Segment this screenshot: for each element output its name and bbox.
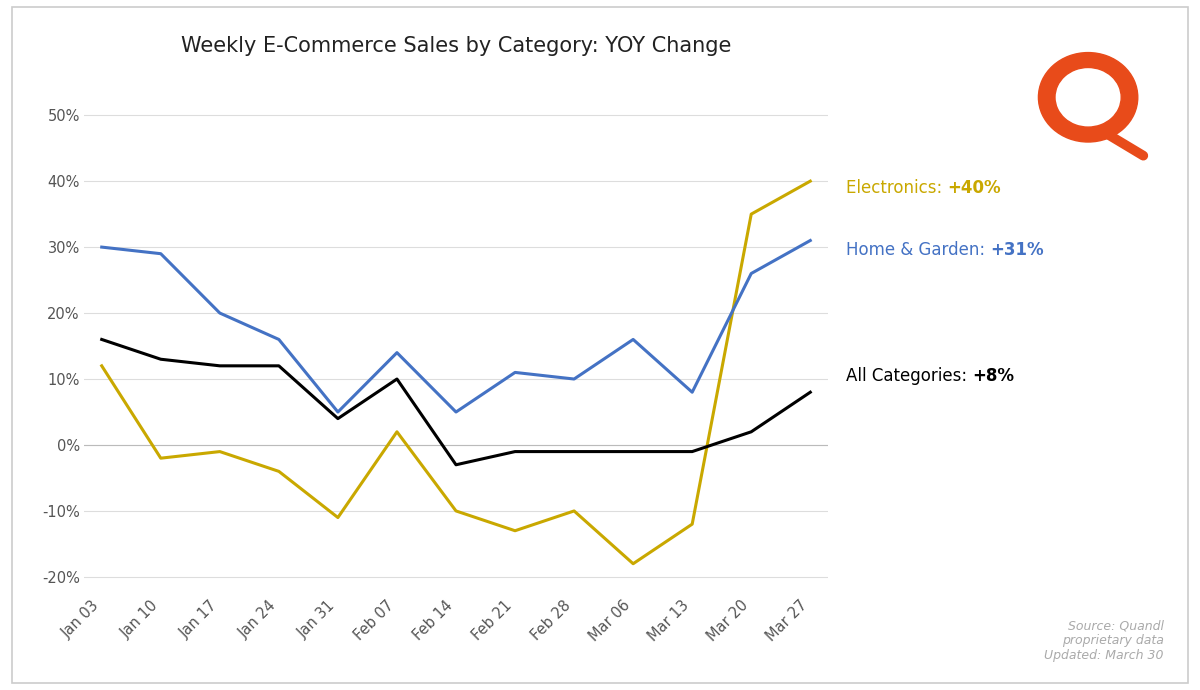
- Text: Electronics:: Electronics:: [846, 179, 948, 197]
- Text: +8%: +8%: [972, 366, 1014, 385]
- Text: Source: Quandl
proprietary data
Updated: March 30: Source: Quandl proprietary data Updated:…: [1044, 620, 1164, 662]
- Text: +40%: +40%: [948, 179, 1001, 197]
- Text: +31%: +31%: [990, 241, 1044, 259]
- Title: Weekly E-Commerce Sales by Category: YOY Change: Weekly E-Commerce Sales by Category: YOY…: [181, 37, 731, 57]
- Text: Home & Garden:: Home & Garden:: [846, 241, 990, 259]
- Text: All Categories:: All Categories:: [846, 366, 972, 385]
